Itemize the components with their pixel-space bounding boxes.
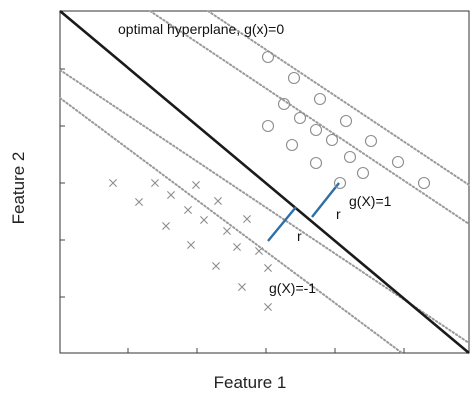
margin-distance-label-1: r bbox=[297, 228, 302, 244]
circle-point-13 bbox=[309, 156, 323, 170]
circle-point-4 bbox=[313, 92, 327, 106]
cross-point-9 bbox=[200, 216, 208, 224]
cross-point-12 bbox=[187, 241, 195, 249]
circle-point-1 bbox=[261, 50, 275, 64]
cross-point-13 bbox=[233, 243, 241, 251]
circle-point-12 bbox=[343, 150, 357, 164]
circle-point-2 bbox=[287, 71, 301, 85]
circle-point-7 bbox=[261, 119, 275, 133]
y-axis-ticks bbox=[60, 68, 65, 298]
cross-point-17 bbox=[238, 283, 246, 291]
negative-margin-label: g(X)=-1 bbox=[269, 280, 316, 296]
positive-margin-label: g(X)=1 bbox=[349, 193, 392, 209]
x-axis-ticks bbox=[127, 348, 405, 353]
cross-point-6 bbox=[214, 197, 222, 205]
circle-point-10 bbox=[339, 114, 353, 128]
cross-point-15 bbox=[212, 262, 220, 270]
margin-line-3 bbox=[59, 97, 403, 354]
optimal-hyperplane-line bbox=[59, 10, 470, 354]
circle-point-14 bbox=[356, 166, 370, 180]
plot-frame bbox=[59, 10, 470, 354]
cross-point-11 bbox=[223, 227, 231, 235]
circle-point-6 bbox=[309, 123, 323, 137]
circle-point-11 bbox=[364, 134, 378, 148]
cross-point-2 bbox=[151, 179, 159, 187]
hyperplane-label: optimal hyperplane, g(x)=0 bbox=[118, 21, 284, 37]
cross-point-4 bbox=[167, 191, 175, 199]
x-axis-title: Feature 1 bbox=[214, 373, 287, 392]
cross-point-5 bbox=[135, 198, 143, 206]
cross-point-7 bbox=[184, 206, 192, 214]
circle-point-5 bbox=[293, 111, 307, 125]
circle-point-9 bbox=[325, 133, 339, 147]
margin-distance-segment-negative bbox=[267, 206, 297, 242]
margin-line-1 bbox=[149, 10, 470, 225]
cross-point-18 bbox=[264, 303, 272, 311]
cross-point-14 bbox=[255, 247, 263, 255]
margin-line-4 bbox=[207, 10, 470, 186]
cross-point-10 bbox=[162, 222, 170, 230]
cross-point-16 bbox=[264, 264, 272, 272]
cross-point-1 bbox=[109, 179, 117, 187]
circle-point-16 bbox=[333, 176, 347, 190]
cross-point-8 bbox=[243, 215, 251, 223]
y-axis-title: Feature 2 bbox=[9, 152, 28, 225]
cross-point-3 bbox=[192, 181, 200, 189]
circle-point-17 bbox=[417, 176, 431, 190]
circle-point-3 bbox=[277, 97, 291, 111]
circle-point-8 bbox=[285, 138, 299, 152]
margin-distance-segment-positive bbox=[311, 182, 340, 218]
margin-distance-label-2: r bbox=[336, 206, 341, 222]
circle-point-15 bbox=[391, 155, 405, 169]
